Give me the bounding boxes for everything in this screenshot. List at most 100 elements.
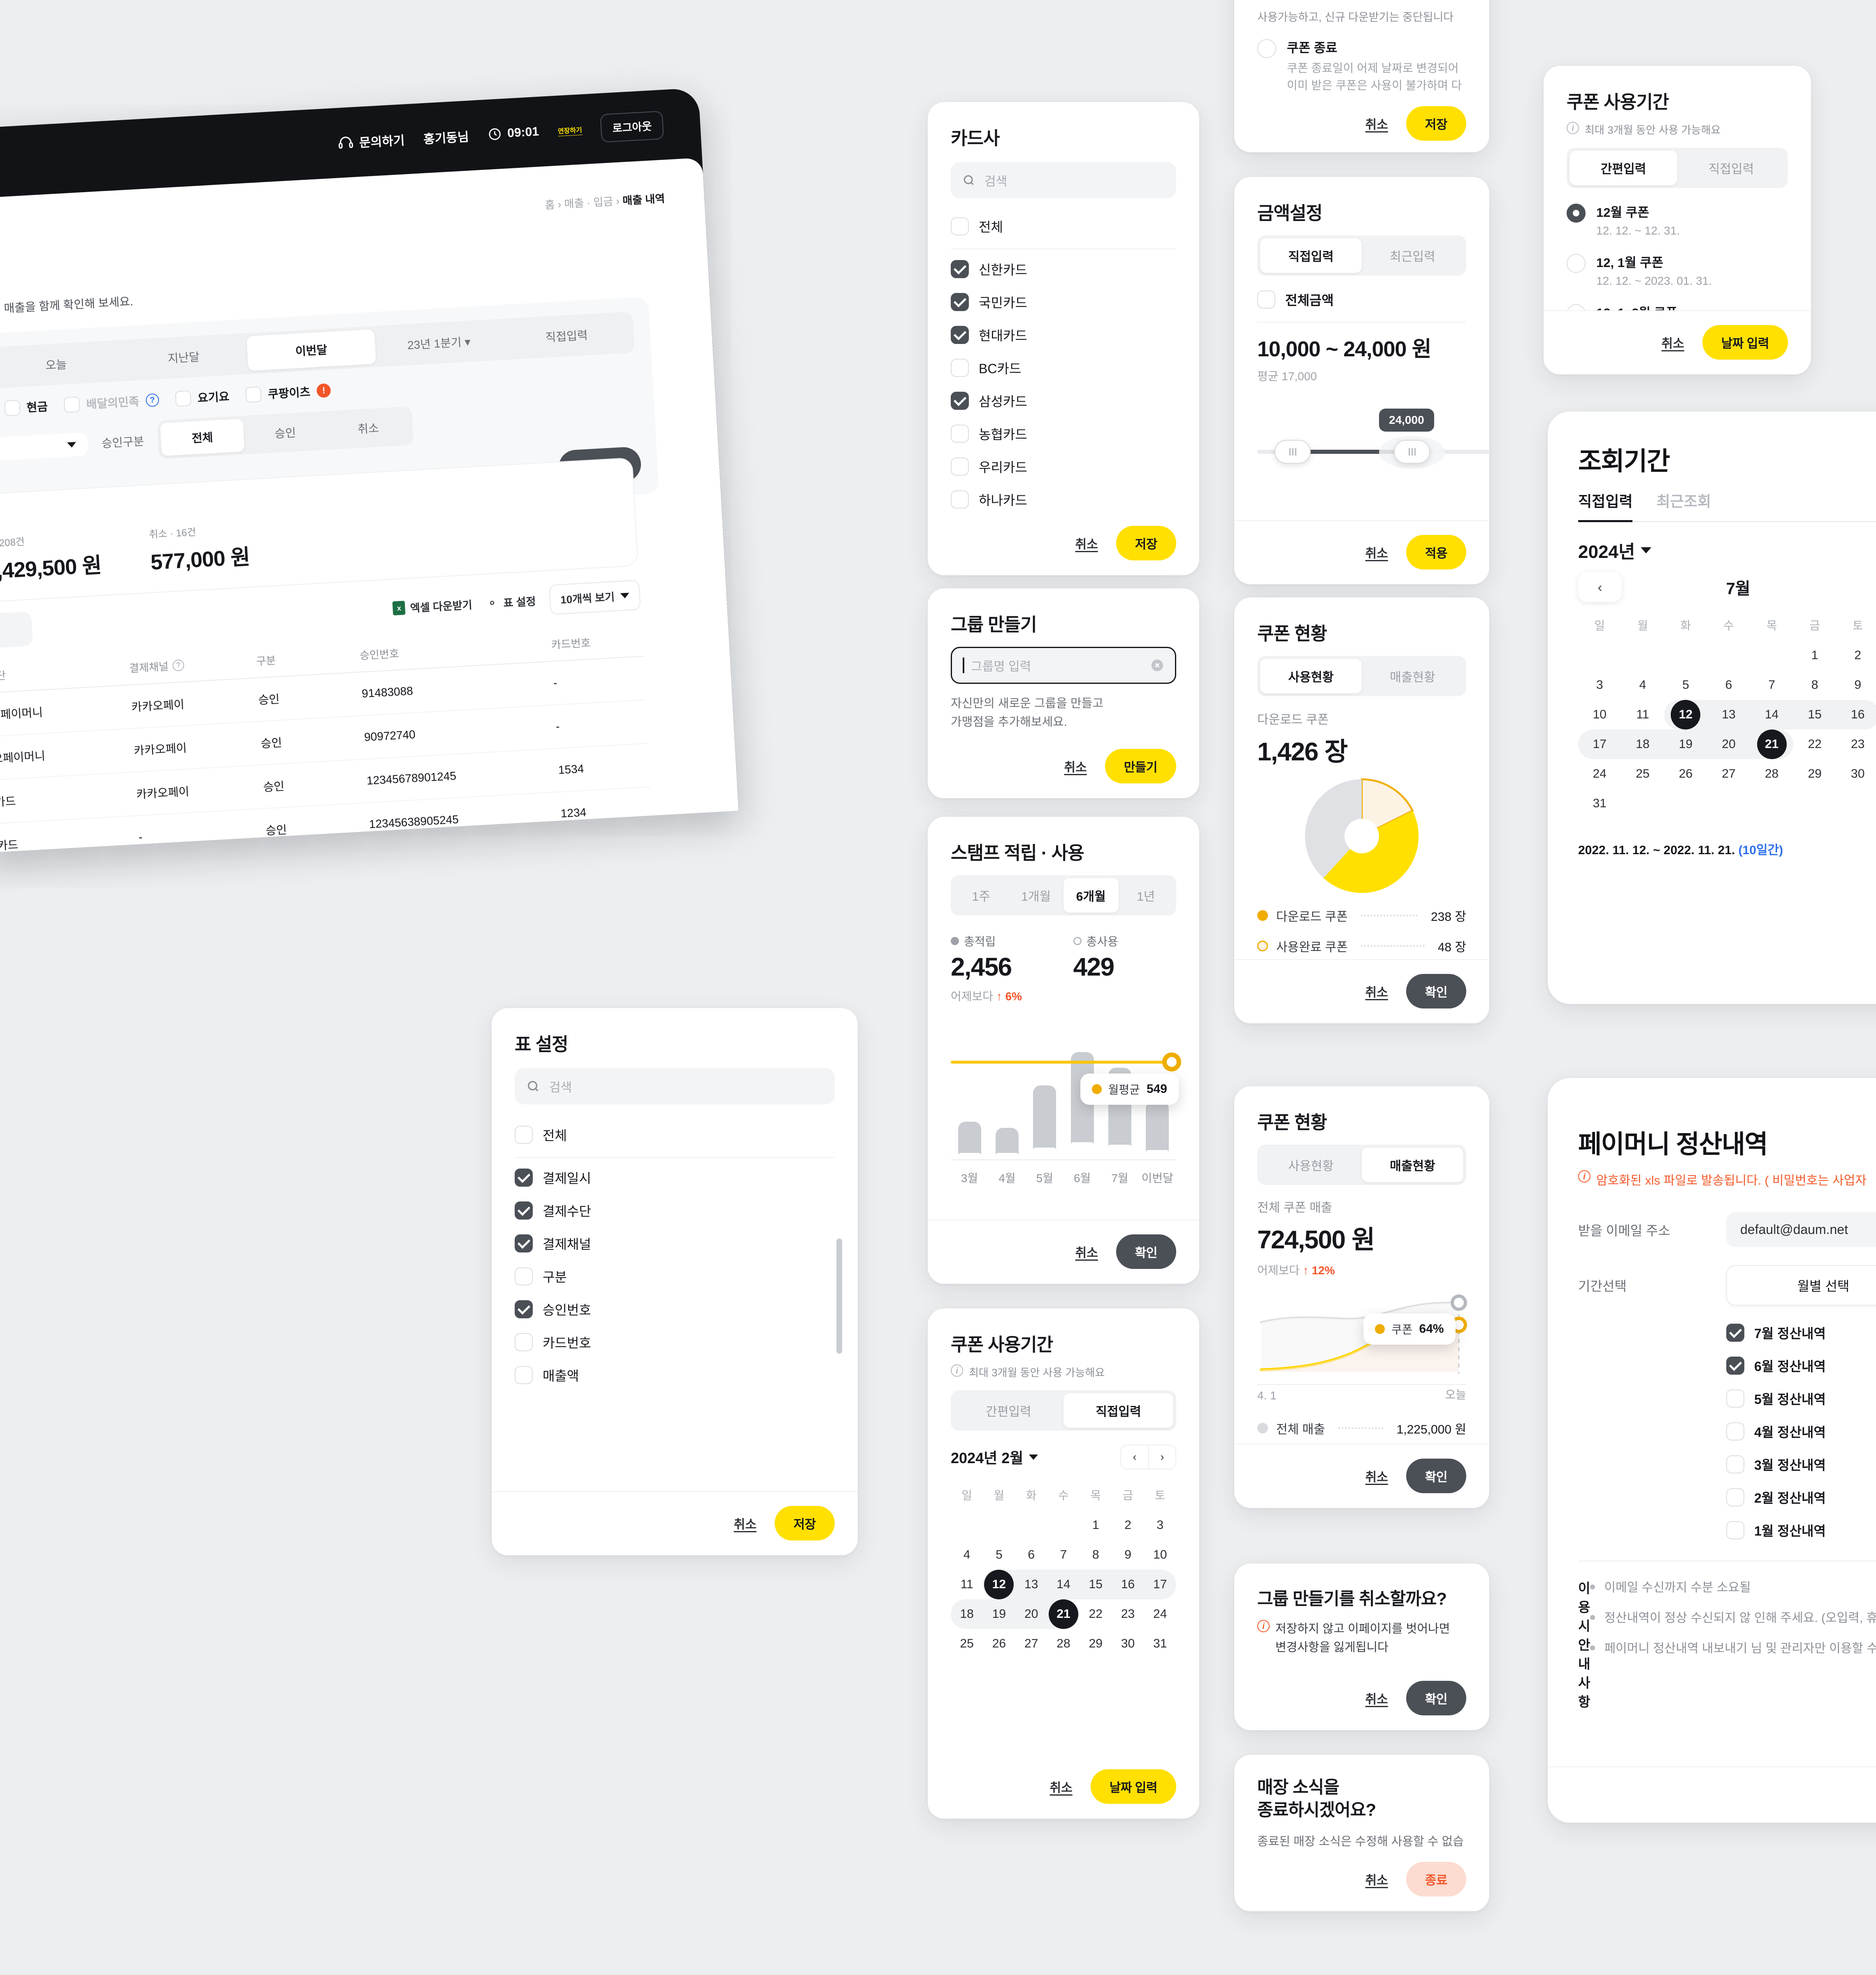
amount-tab-1[interactable]: 최근입력 xyxy=(1390,250,1435,264)
search-period-tabs[interactable]: 직접입력 최근조회 xyxy=(1578,490,1876,522)
coupon-period-direct-day-14[interactable]: 14 xyxy=(1047,1570,1080,1599)
coupon-period-direct-day-2[interactable]: 2 xyxy=(1112,1510,1144,1540)
coupon-period-direct-calendar[interactable]: 일 월 화 수 목 금 토 1 2 3 4 5 6 7 8 9 10 11 12 13 14 15 16 17 18 19 20 21… xyxy=(951,1479,1177,1659)
coupon-period-direct-tab-1[interactable]: 직접입력 xyxy=(1063,1393,1173,1428)
prev-month-button[interactable]: ‹ xyxy=(1133,1450,1137,1463)
table-settings-item-row-1[interactable]: 결제수단 xyxy=(515,1194,835,1227)
search-period-day-1[interactable]: 1 xyxy=(1793,641,1837,670)
coupon-period-direct-day-12[interactable]: 12 xyxy=(983,1570,1015,1599)
settlement-month-checkbox-0[interactable] xyxy=(1726,1324,1744,1342)
amount-all-checkbox[interactable] xyxy=(1257,290,1275,309)
search-period-day-25[interactable]: 25 xyxy=(1621,759,1665,789)
coupon-period-direct-day-30[interactable]: 30 xyxy=(1112,1629,1144,1659)
method-checkbox-3[interactable] xyxy=(63,396,80,413)
group-create-cancel[interactable]: 취소 xyxy=(1064,761,1087,774)
settlement-month-row-4[interactable]: 3월 정산내역 xyxy=(1726,1448,1876,1481)
card-issuer-item-row-7[interactable]: 하나카드 xyxy=(951,483,1176,516)
table-settings-item-checkbox-5[interactable] xyxy=(515,1333,533,1351)
coupon-period-direct-day-29[interactable]: 29 xyxy=(1080,1629,1112,1659)
table-settings-cancel[interactable]: 취소 xyxy=(734,1518,757,1531)
card-issuer-item-checkbox-6[interactable] xyxy=(951,458,969,476)
coupon-status-sales-cancel[interactable]: 취소 xyxy=(1365,1471,1388,1484)
settlement-month-checkbox-1[interactable] xyxy=(1726,1357,1744,1375)
search-period-day-5[interactable]: 5 xyxy=(1664,670,1707,700)
stamp-range-tab-0[interactable]: 1주 xyxy=(972,890,990,904)
settlement-month-checkbox-5[interactable] xyxy=(1726,1488,1744,1506)
approve-tab-0[interactable]: 전체 xyxy=(160,418,245,456)
coupon-status-usage-cancel[interactable]: 취소 xyxy=(1365,986,1388,999)
contact-link[interactable]: 문의하기 xyxy=(337,130,405,152)
search-period-day-16[interactable]: 16 xyxy=(1836,700,1876,730)
coupon-status-sales-tabs[interactable]: 사용현황 매출현황 xyxy=(1257,1145,1466,1185)
settlement-month-checkbox-4[interactable] xyxy=(1726,1455,1744,1473)
method-checkbox-2[interactable] xyxy=(4,400,21,416)
coupon-period-direct-day-9[interactable]: 9 xyxy=(1112,1540,1144,1570)
approve-tab-1[interactable]: 승인 xyxy=(274,426,297,441)
coupon-status-usage-confirm[interactable]: 확인 xyxy=(1406,974,1466,1008)
page-size-select[interactable]: 10개씩 보기 xyxy=(549,579,641,615)
amount-slider[interactable]: 24,000 xyxy=(1257,400,1489,479)
coupon-period-direct-day-27[interactable]: 27 xyxy=(1015,1629,1047,1659)
table-settings-item-checkbox-6[interactable] xyxy=(515,1366,533,1384)
coupon-period-direct-day-5[interactable]: 5 xyxy=(983,1540,1015,1570)
search-period-day-10[interactable]: 10 xyxy=(1578,700,1621,730)
coupon-period-direct-day-17[interactable]: 17 xyxy=(1144,1570,1177,1599)
slider-handle-min[interactable] xyxy=(1275,440,1311,464)
coupon-period-direct-nav[interactable]: ‹ › xyxy=(1120,1445,1176,1469)
table-settings-item-row-6[interactable]: 매출액 xyxy=(515,1359,835,1392)
period-tab-5[interactable]: 직접입력 xyxy=(545,329,588,344)
card-issuer-item-row-6[interactable]: 우리카드 xyxy=(951,450,1176,483)
table-settings-all-row[interactable]: 전체 xyxy=(515,1118,835,1151)
coupon-period-direct-day-18[interactable]: 18 xyxy=(951,1599,983,1629)
stamp-cancel[interactable]: 취소 xyxy=(1075,1246,1098,1260)
coupon-status-sales-tab-0[interactable]: 사용현황 xyxy=(1288,1159,1334,1173)
settlement-month-row-3[interactable]: 4월 정산내역 xyxy=(1726,1415,1876,1448)
search-period-day-18[interactable]: 18 xyxy=(1621,730,1665,759)
next-month-button[interactable]: › xyxy=(1148,1445,1175,1468)
coupon-period-direct-month[interactable]: 2024년 2월 xyxy=(951,1446,1038,1468)
search-period-day-31[interactable]: 31 xyxy=(1578,789,1621,818)
card-issuer-all-checkbox[interactable] xyxy=(951,217,969,235)
coupon-period-direct-day-25[interactable]: 25 xyxy=(951,1629,983,1659)
search-period-day-21[interactable]: 21 xyxy=(1750,730,1793,759)
search-period-day-8[interactable]: 8 xyxy=(1793,670,1837,700)
alert-icon[interactable]: ! xyxy=(316,383,331,398)
settlement-month-row-1[interactable]: 6월 정산내역 xyxy=(1726,1349,1876,1382)
coupon-period-simple-tab-1[interactable]: 직접입력 xyxy=(1708,163,1754,176)
coupon-period-direct-day-8[interactable]: 8 xyxy=(1080,1540,1112,1570)
search-period-day-24[interactable]: 24 xyxy=(1578,759,1621,789)
store-news-cancel[interactable]: 취소 xyxy=(1365,1874,1388,1887)
coupon-period-simple-cancel[interactable]: 취소 xyxy=(1661,337,1684,351)
coupon-period-option-0[interactable]: 12월 쿠폰 12. 12. ~ 12. 31. xyxy=(1567,195,1788,245)
table-settings-item-checkbox-4[interactable] xyxy=(515,1300,533,1318)
coupon-period-direct-day-23[interactable]: 23 xyxy=(1112,1599,1144,1629)
period-tab-4[interactable]: 23년 1분기 ▾ xyxy=(407,335,471,352)
method-checkbox-5[interactable] xyxy=(245,386,262,403)
table-settings-save[interactable]: 저장 xyxy=(774,1506,835,1540)
amount-tab-0[interactable]: 직접입력 xyxy=(1260,238,1362,273)
coupon-period-direct-day-24[interactable]: 24 xyxy=(1144,1599,1176,1629)
card-issuer-item-checkbox-3[interactable] xyxy=(951,359,969,377)
search-period-day-29[interactable]: 29 xyxy=(1793,759,1837,789)
search-period-day-17[interactable]: 17 xyxy=(1578,730,1621,759)
search-period-day-26[interactable]: 26 xyxy=(1664,759,1707,789)
coupon-period-radio-0[interactable] xyxy=(1567,204,1586,223)
card-issuer-item-row-1[interactable]: 국민카드 xyxy=(951,286,1176,318)
search-period-day-15[interactable]: 15 xyxy=(1793,700,1837,730)
excel-download-button[interactable]: x 엑셀 다운받기 xyxy=(392,596,473,616)
coupon-status-usage-tab-1[interactable]: 매출현황 xyxy=(1390,671,1435,684)
coupon-end-save[interactable]: 저장 xyxy=(1406,106,1466,141)
card-issuer-item-checkbox-7[interactable] xyxy=(951,490,969,509)
search-period-day-28[interactable]: 28 xyxy=(1750,759,1793,789)
card-issuer-item-row-3[interactable]: BC카드 xyxy=(951,351,1176,384)
coupon-period-direct-tabs[interactable]: 간편입력 직접입력 xyxy=(951,1390,1176,1431)
settlement-period-button[interactable]: 월별 선택 xyxy=(1726,1265,1876,1306)
period-tab-1[interactable]: 오늘 xyxy=(45,358,67,372)
group-cancel-confirm[interactable]: 확인 xyxy=(1406,1681,1466,1715)
card-issuer-search[interactable]: 검색 xyxy=(951,162,1176,198)
prev-month-button[interactable]: ‹ xyxy=(1578,572,1622,602)
card-issuer-item-checkbox-5[interactable] xyxy=(951,425,969,443)
coupon-period-direct-day-11[interactable]: 11 xyxy=(951,1570,983,1599)
search-period-calendar[interactable]: 일 월 화 수 목 금 토 1 2 3 4 5 6 7 8 9 10 11 12 13 14 15 16 17 18 19 20 21… xyxy=(1578,609,1876,818)
card-issuer-item-row-0[interactable]: 신한카드 xyxy=(951,253,1176,286)
